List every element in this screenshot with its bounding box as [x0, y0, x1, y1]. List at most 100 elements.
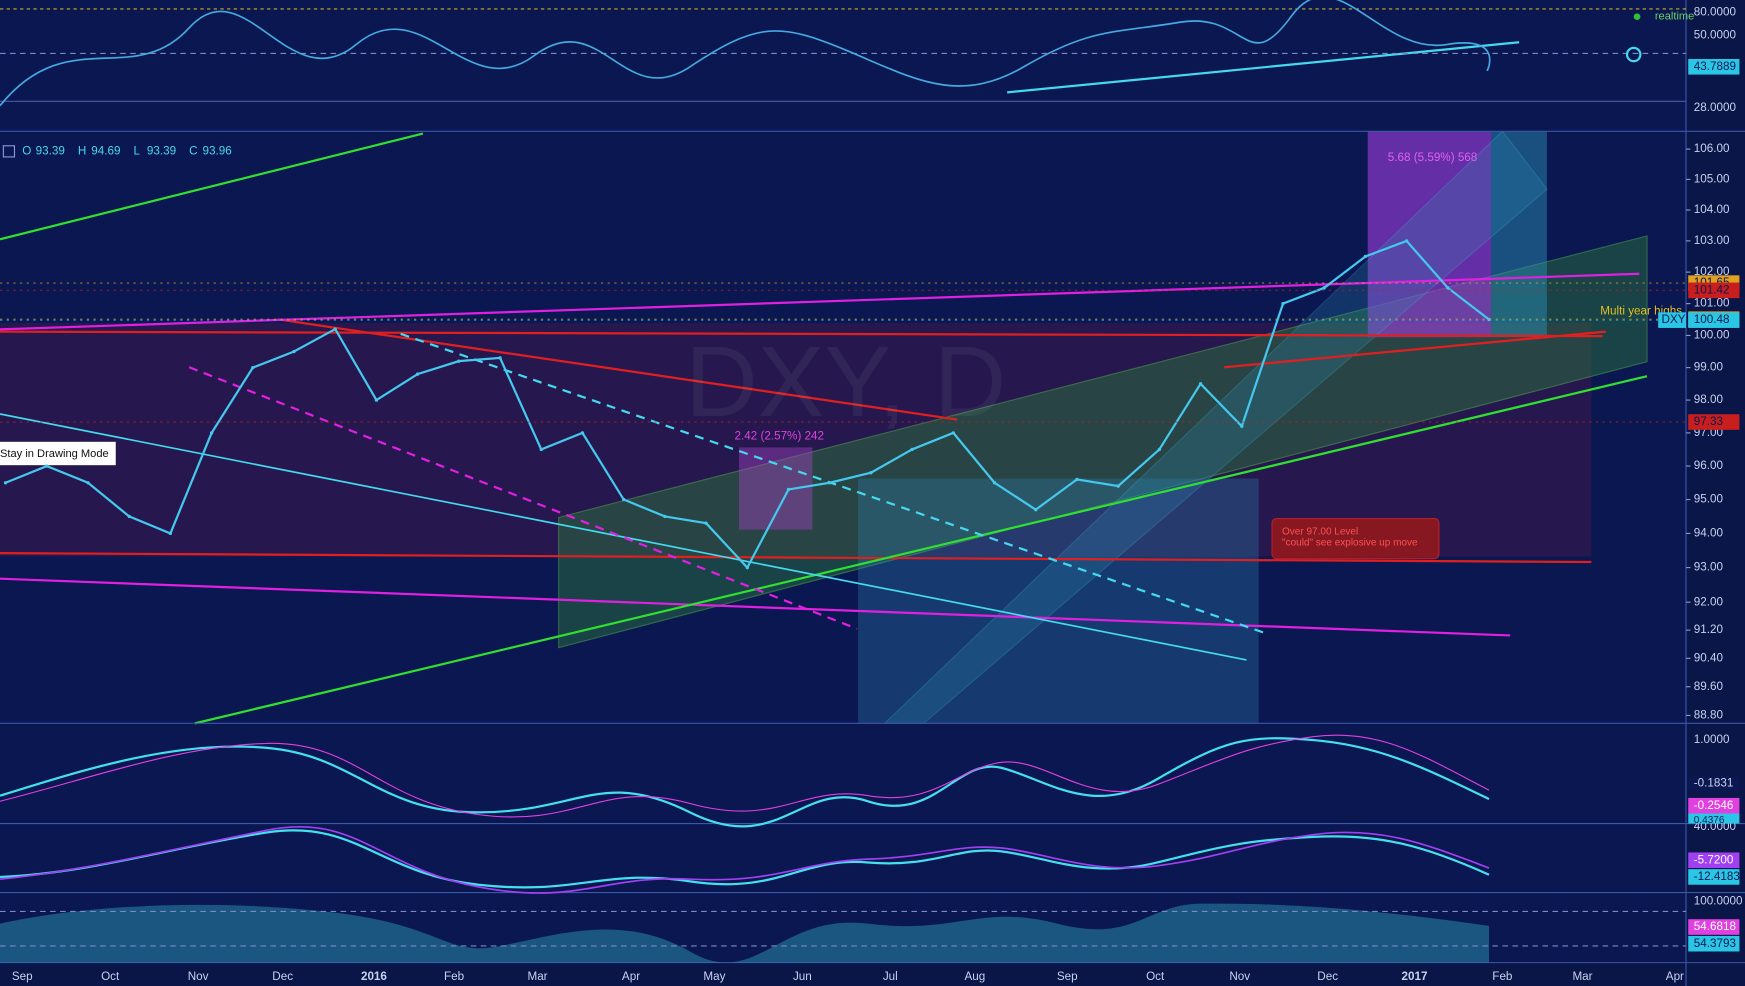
trendline [0, 413, 1247, 661]
y-tick-label: 101.00 [1694, 297, 1730, 310]
close-point [209, 431, 214, 435]
close-point [745, 565, 749, 570]
close-point [622, 497, 626, 502]
y-tick-label: 92.00 [1694, 595, 1724, 608]
ohlc-key: C [189, 144, 197, 157]
ohlc-value: 94.69 [91, 144, 120, 157]
tick-label: 50.0000 [1694, 29, 1737, 42]
range-box [1491, 131, 1547, 338]
tick-label: 80.0000 [1694, 5, 1737, 18]
y-tick-label: 100.00 [1694, 329, 1730, 342]
badge-label: 54.3793 [1694, 937, 1736, 950]
trendline [188, 366, 858, 630]
trendlines [0, 41, 1648, 725]
close-point [828, 481, 832, 485]
axis-bg [0, 962, 1745, 986]
x-tick-label: Sep [1057, 970, 1078, 983]
price-badge [1688, 414, 1740, 430]
close-point [1446, 286, 1450, 290]
x-tick-label: Nov [188, 970, 209, 983]
tick-label: 28.0000 [1694, 101, 1737, 114]
x-tick-label: Apr [1666, 970, 1684, 983]
channel [558, 235, 1648, 649]
ohlc-value: 93.39 [147, 144, 176, 157]
alert-icon[interactable] [1625, 46, 1642, 63]
close-point [1034, 507, 1038, 512]
y-tick-label: 94.00 [1694, 526, 1724, 539]
realtime: realtime [1655, 11, 1695, 23]
x-tick-label: Aug [964, 970, 985, 983]
range-box [738, 447, 813, 530]
ohlc-value: 93.96 [203, 144, 232, 157]
y-tick-label: 88.80 [1694, 709, 1724, 722]
trendline [0, 132, 424, 241]
close-point [1157, 447, 1162, 452]
annotation: Over 97.00 Level [1282, 527, 1358, 538]
close-point [333, 327, 337, 331]
badge-label: -0.2546 [1694, 799, 1734, 812]
y-tick-label: 99.00 [1694, 361, 1724, 374]
annotation: 2.42 (2.57%) 242 [735, 429, 825, 442]
tooltip-bg[interactable] [0, 441, 116, 466]
price-badge [1688, 312, 1740, 328]
close-point [1240, 424, 1244, 428]
x-tick-label: Oct [1146, 970, 1165, 983]
tick-label: 1.0000 [1694, 733, 1730, 746]
y-tick-label: 93.00 [1694, 561, 1724, 574]
annotation: "could" see explosive up move [1282, 538, 1418, 549]
badge [1688, 935, 1740, 952]
trendline [0, 551, 1592, 564]
trendline [400, 332, 1270, 636]
zone [858, 478, 1259, 724]
x-tick-label: Apr [622, 970, 640, 983]
close-point [539, 447, 543, 452]
ohlc-key: L [134, 144, 141, 157]
volume-area [0, 903, 1490, 963]
y-tick-label: 105.00 [1694, 172, 1730, 185]
close-point [457, 359, 461, 363]
collapse-icon[interactable] [2, 145, 16, 158]
x-tick-label: Sep [12, 970, 33, 983]
x-tick-label: Jul [883, 970, 898, 983]
macd-line [0, 737, 1490, 828]
rsi-line [0, 0, 1491, 107]
y-tick-label: 104.00 [1694, 203, 1730, 216]
x-tick-label: Mar [527, 970, 547, 983]
osc-line [0, 829, 1490, 889]
annotation: 5.68 (5.59%) 568 [1388, 151, 1478, 164]
close-point [1116, 484, 1120, 488]
close-point [1363, 254, 1368, 259]
ohlc-value: 93.39 [36, 144, 65, 157]
x-tick-label: 2016 [361, 970, 387, 983]
osc-signal [0, 825, 1490, 894]
status-dot [1633, 13, 1641, 21]
close-point [786, 487, 791, 492]
trendline [278, 318, 958, 421]
note-box [1271, 518, 1440, 560]
close-point [498, 356, 502, 360]
x-tick-label: Nov [1229, 970, 1250, 983]
x-tick-label: May [703, 970, 725, 983]
symbol-badge [1658, 312, 1687, 328]
tooltip[interactable]: Stay in Drawing Mode [0, 448, 109, 460]
trendline [0, 272, 1640, 331]
ohlc-key: O [22, 144, 31, 157]
y-tick-label: 96.00 [1694, 459, 1724, 472]
close-point [1404, 239, 1409, 243]
x-tick-label: Oct [101, 970, 120, 983]
badge-label: 43.7889 [1694, 60, 1736, 73]
badge [1688, 813, 1740, 824]
y-tick-label: 98.00 [1694, 393, 1724, 406]
close-point [415, 372, 420, 376]
price-badge-label: 101.42 [1694, 283, 1730, 296]
close-point [951, 431, 956, 435]
trendline [1007, 41, 1520, 94]
y-tick-label: 103.00 [1694, 234, 1730, 247]
badge [1688, 775, 1740, 792]
close-point [3, 481, 8, 485]
x-tick-label: Dec [1317, 970, 1338, 983]
x-tick-label: Mar [1572, 970, 1592, 983]
close-point [127, 514, 131, 519]
